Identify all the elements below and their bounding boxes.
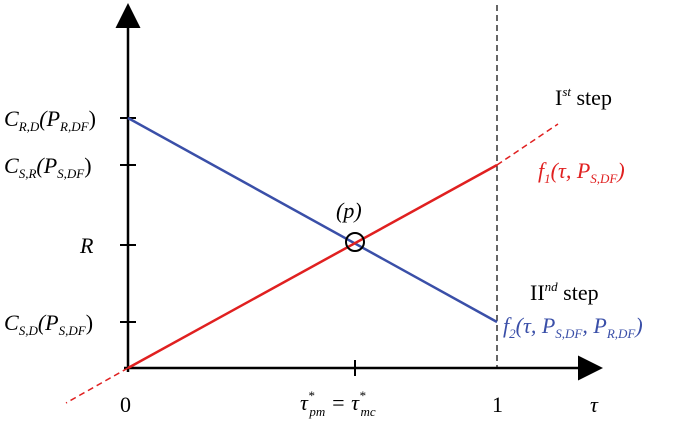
label-part: f — [538, 158, 547, 183]
x-axis-label: τ — [590, 392, 599, 417]
label-part: II — [530, 280, 545, 305]
line-f2 — [127, 116, 498, 324]
label-part: ) — [89, 106, 96, 131]
label-part: (τ, P — [551, 158, 591, 183]
y-label: CS,R(PS,DF) — [4, 153, 92, 181]
label-part: I — [555, 85, 562, 110]
label-part: ) — [84, 153, 91, 178]
line-f1-ext — [496, 123, 559, 166]
line-f1-ext — [65, 367, 129, 404]
label-part: (P — [38, 310, 59, 335]
label-part: S,DF — [590, 171, 618, 186]
label-part: ) — [615, 158, 624, 183]
step-label: IInd step — [530, 279, 599, 305]
y-label: CS,D(PS,DF) — [4, 310, 93, 338]
x-label: τ* pm = τ* mc — [300, 388, 376, 419]
label-part: step — [571, 85, 612, 110]
y-label: CR,D(PR,DF) — [4, 106, 96, 134]
label-part: mc — [361, 404, 376, 419]
label-part: (P — [39, 106, 60, 131]
label-part: S,DF — [555, 326, 583, 341]
label-part: 2 — [509, 326, 516, 341]
label-part: C — [4, 106, 19, 131]
line-f1 — [127, 163, 498, 370]
x-label: 1 — [492, 392, 503, 417]
label-part: R,DF — [59, 119, 90, 134]
y-label: R — [79, 233, 94, 258]
function-label: f1(τ, PS,DF) — [538, 158, 625, 186]
label-part: pm — [308, 404, 325, 419]
label-part: ) — [633, 313, 642, 338]
label-part: τ — [300, 390, 309, 415]
ticks — [120, 117, 356, 376]
label-part: (τ, P — [516, 313, 556, 338]
label-part: st — [562, 84, 571, 99]
label-part: , P — [582, 313, 606, 338]
point-label: (p) — [336, 198, 362, 223]
label-part: ) — [86, 310, 93, 335]
label-part: 1 — [544, 171, 551, 186]
label-part: C — [4, 310, 19, 335]
label-part: S,DF — [59, 323, 87, 338]
function-label: f2(τ, PS,DF, PR,DF) — [503, 313, 643, 341]
x-label: 0 — [120, 392, 131, 417]
label-part: (P — [36, 153, 57, 178]
label-part: * — [359, 388, 366, 403]
label-part: step — [558, 280, 599, 305]
label-part: = τ — [325, 390, 360, 415]
label-part: f — [503, 313, 512, 338]
label-part: R,D — [18, 119, 40, 134]
label-part: * — [308, 388, 315, 403]
label-part: S,D — [19, 323, 39, 338]
label-part: nd — [545, 279, 559, 294]
label-part: S,R — [19, 166, 37, 181]
step-label: Ist step — [555, 84, 612, 110]
label-part: R,DF — [606, 326, 637, 341]
label-part: S,DF — [57, 166, 85, 181]
label-part: C — [4, 153, 19, 178]
intersection — [345, 232, 365, 252]
